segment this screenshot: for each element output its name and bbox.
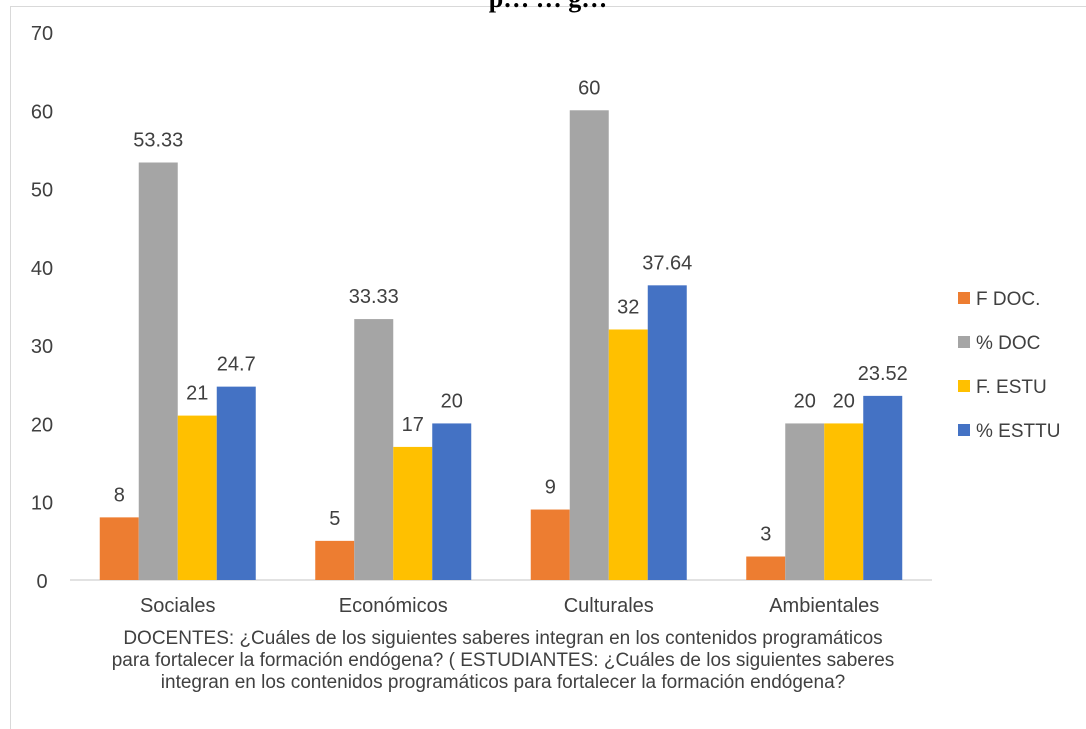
bar-f-estu-sociales (177, 415, 217, 580)
legend-label: F. ESTU (976, 377, 1047, 398)
data-label: 20 (441, 390, 463, 412)
data-label: 32 (617, 296, 639, 318)
bar-f-estu-culturales (608, 329, 648, 580)
data-label: 21 (186, 383, 208, 405)
data-label: 33.33 (349, 286, 399, 308)
x-axis-title-line: DOCENTES: ¿Cuáles de los siguientes sabe… (123, 628, 882, 649)
bar--esttu-culturales (647, 285, 687, 580)
y-tick-label: 70 (31, 23, 53, 45)
bar-f-doc--sociales (99, 517, 139, 580)
y-tick-label: 60 (31, 101, 53, 123)
bar--esttu-sociales (216, 386, 256, 580)
legend-label: F DOC. (976, 289, 1040, 310)
bar--doc-culturales (569, 110, 609, 581)
legend-label: % ESTTU (976, 421, 1060, 442)
data-label: 20 (833, 390, 855, 412)
bar-f-estu-econ-micos (393, 446, 433, 580)
bar-f-doc--econ-micos (315, 540, 355, 580)
data-label: 23.52 (858, 363, 908, 385)
y-tick-label: 10 (31, 493, 53, 515)
y-tick-label: 40 (31, 258, 53, 280)
data-label: 20 (794, 390, 816, 412)
data-label: 37.64 (642, 252, 692, 274)
x-category-label: Culturales (564, 595, 654, 617)
frame-border-top (10, 6, 1086, 7)
legend-swatch (958, 380, 970, 392)
data-label: 9 (545, 477, 556, 499)
bar-f-doc--ambientales (746, 556, 786, 580)
data-label: 60 (578, 77, 600, 99)
bar--doc-econ-micos (354, 319, 394, 580)
legend-label: % DOC (976, 333, 1040, 354)
data-label: 24.7 (217, 354, 256, 376)
x-category-label: Económicos (339, 595, 448, 617)
legend-swatch (958, 424, 970, 436)
bar--esttu-ambientales (863, 395, 903, 580)
bar-f-estu-ambientales (824, 423, 864, 580)
legend-swatch (958, 292, 970, 304)
y-tick-label: 50 (31, 180, 53, 202)
data-label: 53.33 (133, 130, 183, 152)
x-category-label: Ambientales (769, 595, 879, 617)
x-category-label: Sociales (140, 595, 216, 617)
data-label: 8 (114, 484, 125, 506)
bar--doc-sociales (138, 162, 178, 580)
frame-border-left (10, 6, 11, 729)
y-tick-label: 30 (31, 336, 53, 358)
bar--doc-ambientales (785, 423, 825, 580)
data-label: 5 (329, 508, 340, 530)
x-axis-title-line: para fortalecer la formación endógena? (… (112, 650, 895, 671)
chart-title: p… … g… (10, 0, 1086, 14)
bar-f-doc--culturales (530, 509, 570, 580)
y-tick-label: 0 (36, 571, 47, 593)
data-label: 17 (402, 414, 424, 436)
y-tick-label: 20 (31, 414, 53, 436)
bar--esttu-econ-micos (432, 423, 472, 580)
data-label: 3 (760, 524, 771, 546)
x-axis-title-line: integran en los contenidos programáticos… (161, 672, 845, 693)
legend-swatch (958, 336, 970, 348)
